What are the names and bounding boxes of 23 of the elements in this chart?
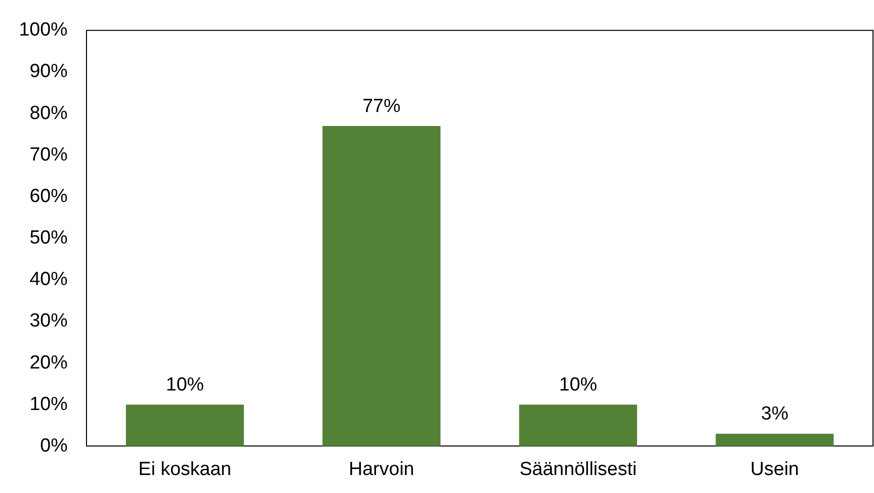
data-label: 3%	[760, 403, 789, 424]
x-tick-label: Harvoin	[348, 458, 414, 480]
y-tick-label: 90%	[30, 61, 68, 82]
y-tick-label: 20%	[30, 352, 68, 374]
y-tick-label: 60%	[30, 186, 68, 207]
y-tick-label: 100%	[18, 20, 68, 41]
x-tick-label: Usein	[750, 458, 799, 480]
data-label: 10%	[559, 374, 598, 396]
bar	[519, 404, 638, 446]
y-tick-label: 10%	[30, 394, 68, 415]
y-tick-label: 30%	[30, 310, 68, 332]
bar	[322, 126, 440, 446]
x-tick-label: Ei koskaan	[138, 458, 232, 480]
data-label: 10%	[166, 374, 204, 396]
y-tick-label: 0%	[40, 435, 68, 456]
y-tick-label: 80%	[30, 102, 68, 124]
y-tick-label: 70%	[30, 144, 68, 166]
y-tick-label: 40%	[30, 269, 68, 290]
bar	[126, 404, 244, 446]
bar	[716, 434, 834, 446]
y-tick-label: 50%	[30, 228, 68, 249]
x-tick-label: Säännöllisesti	[519, 458, 637, 480]
data-label: 77%	[362, 96, 401, 117]
